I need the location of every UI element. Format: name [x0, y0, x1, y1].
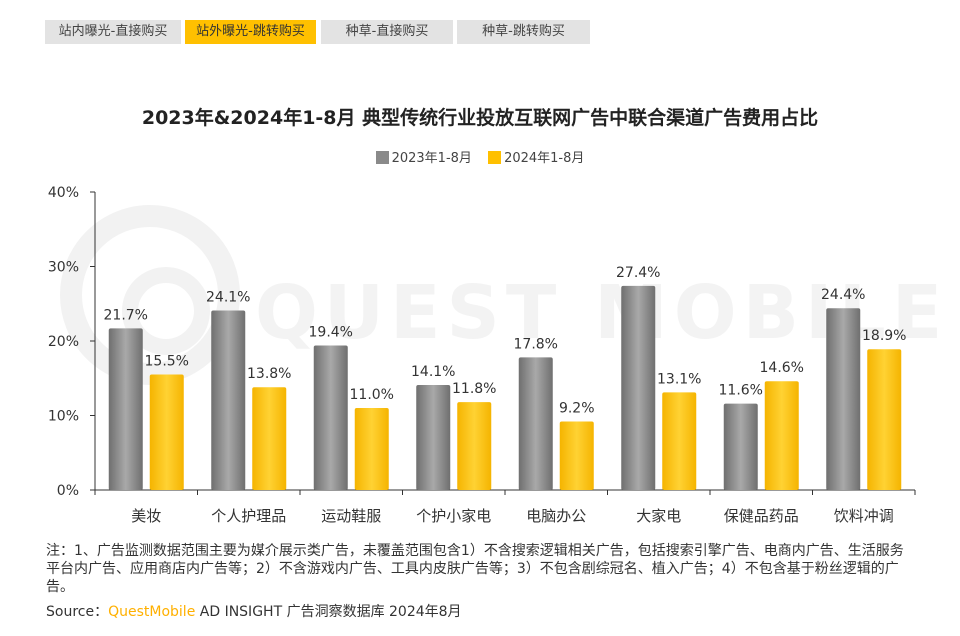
bar-2024 — [764, 381, 799, 490]
bar-2024 — [354, 408, 389, 490]
source-prefix: Source： — [46, 604, 109, 620]
data-label: 13.8% — [247, 366, 291, 382]
data-label: 21.7% — [104, 307, 148, 323]
x-tick-label: 饮料冲调 — [834, 507, 894, 525]
tab-offsite-redirect[interactable]: 站外曝光-跳转购买 — [185, 20, 316, 44]
tab-onsite-direct[interactable]: 站内曝光-直接购买 — [45, 20, 181, 44]
legend-label-2023: 2023年1-8月 — [391, 151, 472, 166]
x-tick-label: 大家电 — [636, 507, 681, 525]
legend-swatch-2023 — [375, 151, 389, 164]
data-label: 14.1% — [411, 364, 455, 380]
data-label: 13.1% — [657, 371, 701, 387]
bar-2023 — [826, 308, 861, 490]
footnote: 注：1、广告监测数据范围主要为媒介展示类广告，未覆盖范围包含1）不含搜索逻辑相关… — [46, 543, 904, 595]
data-label: 17.8% — [514, 336, 558, 352]
bar-2023 — [416, 384, 451, 490]
x-tick-label: 个护小家电 — [416, 507, 491, 525]
y-tick-label: 30% — [48, 260, 79, 276]
bar-2024 — [457, 402, 492, 490]
bar-2024 — [559, 421, 594, 490]
legend-item-2023: 2023年1-8月 — [375, 147, 472, 166]
chart-legend: 2023年1-8月 2024年1-8月 — [0, 147, 960, 166]
data-label: 24.4% — [821, 287, 865, 303]
source-brand: QuestMobile — [108, 604, 196, 620]
source-line: Source：QuestMobile AD INSIGHT 广告洞察数据库 20… — [46, 601, 462, 621]
bar-2023 — [518, 357, 553, 490]
bar-2024 — [867, 349, 902, 490]
bar-2024 — [662, 392, 697, 490]
bar-2023 — [108, 328, 143, 490]
x-tick-label: 美妆 — [131, 507, 161, 525]
bar-2023 — [211, 310, 246, 490]
legend-swatch-2024 — [488, 151, 502, 164]
data-label: 9.2% — [559, 400, 595, 416]
legend-item-2024: 2024年1-8月 — [488, 147, 584, 166]
y-tick-label: 0% — [57, 483, 79, 499]
data-label: 14.6% — [760, 360, 804, 376]
x-tick-label: 电脑办公 — [526, 507, 586, 525]
tab-seeding-redirect[interactable]: 种草-跳转购买 — [457, 20, 590, 44]
x-tick-label: 保健品药品 — [724, 507, 799, 525]
bar-2023 — [313, 345, 348, 490]
data-label: 11.0% — [350, 387, 394, 403]
bar-2024 — [252, 387, 287, 490]
x-tick-label: 个人护理品 — [211, 507, 286, 525]
data-label: 15.5% — [145, 354, 189, 370]
data-label: 19.4% — [309, 324, 353, 340]
data-label: 18.9% — [862, 328, 906, 344]
bar-2023 — [621, 285, 656, 490]
y-tick-label: 10% — [48, 409, 79, 425]
data-label: 11.6% — [719, 383, 763, 399]
source-suffix: AD INSIGHT 广告洞察数据库 2024年8月 — [195, 604, 462, 620]
x-tick-label: 运动鞋服 — [321, 507, 381, 525]
bar-chart: 0% 10% 20% 30% 40% 美妆 个人护理品 运动鞋服 个护小家电 电脑办公 大家电 保健品… — [48, 185, 916, 525]
y-tick-label: 40% — [48, 185, 79, 201]
tab-seeding-direct[interactable]: 种草-直接购买 — [321, 20, 453, 44]
bar-2024 — [149, 374, 184, 490]
legend-label-2024: 2024年1-8月 — [504, 151, 585, 166]
data-label: 24.1% — [206, 289, 250, 305]
data-label: 27.4% — [616, 265, 660, 281]
y-tick-label: 20% — [48, 334, 79, 350]
bar-2023 — [723, 403, 758, 490]
chart-title: 2023年&2024年1-8月 典型传统行业投放互联网广告中联合渠道广告费用占比 — [141, 107, 819, 129]
data-label: 11.8% — [452, 381, 496, 397]
